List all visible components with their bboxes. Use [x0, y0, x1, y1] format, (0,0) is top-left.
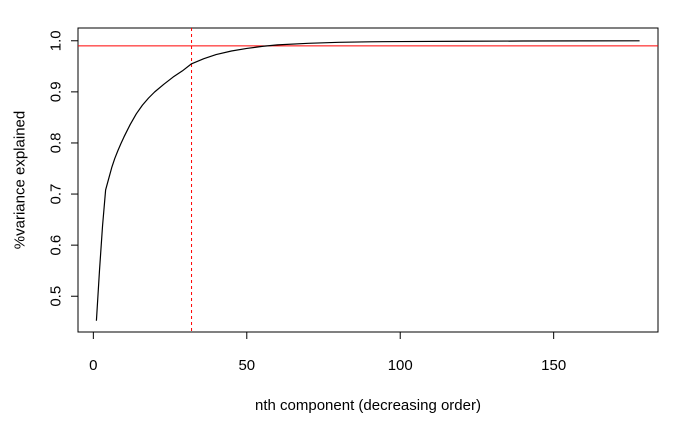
x-axis-title: nth component (decreasing order)	[255, 397, 481, 414]
y-axis: 0.5 0.6 0.7 0.8 0.9 1.0	[48, 30, 79, 307]
y-tick-label: 1.0	[48, 30, 65, 51]
x-tick-label: 150	[541, 357, 566, 374]
plot-content	[78, 28, 658, 332]
y-tick-label: 0.9	[48, 81, 65, 102]
x-tick-label: 50	[238, 357, 255, 374]
y-tick-label: 0.6	[48, 235, 65, 256]
x-tick-label: 100	[388, 357, 413, 374]
x-tick-label: 0	[89, 357, 97, 374]
y-axis-title: %variance explained	[12, 111, 29, 249]
y-tick-label: 0.7	[48, 184, 65, 205]
y-tick-label: 0.8	[48, 133, 65, 154]
cumulative-variance-line	[95, 40, 640, 321]
x-axis: 0 50 100 150	[89, 331, 566, 374]
y-tick-label: 0.5	[48, 286, 65, 307]
